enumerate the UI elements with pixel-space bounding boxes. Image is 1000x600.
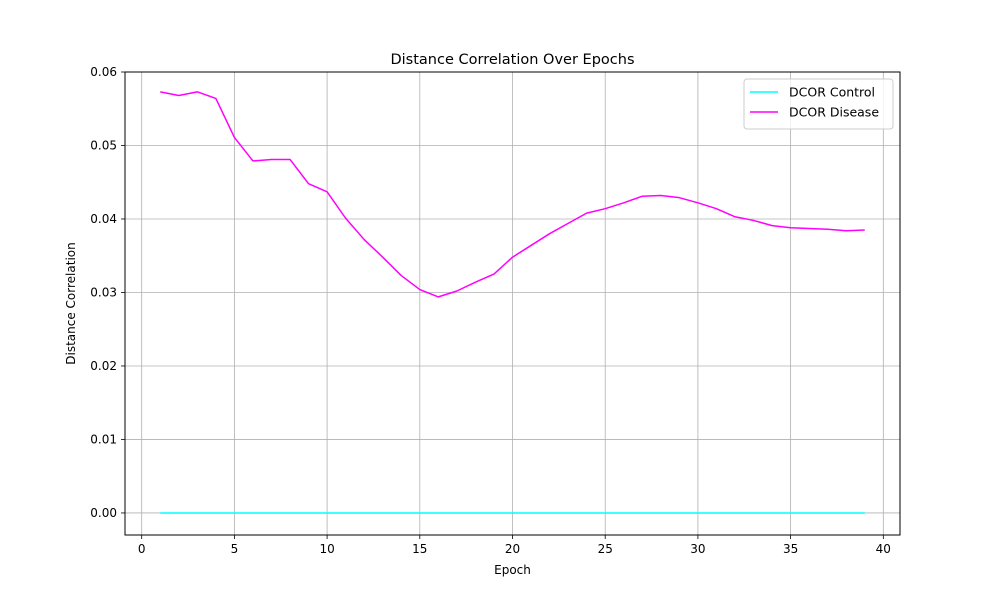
chart-title: Distance Correlation Over Epochs [390,52,634,68]
x-tick-label: 0 [138,542,146,556]
y-tick-label: 0.06 [90,65,117,79]
x-tick-label: 15 [412,542,427,556]
legend-label: DCOR Disease [789,105,879,120]
y-tick-label: 0.00 [90,506,117,520]
legend-box [743,78,894,130]
y-axis-ticks: 0.00 0.01 0.02 0.03 0.04 0.05 0.06 [90,65,125,520]
x-tick-label: 10 [319,542,334,556]
legend: DCOR Control DCOR Disease [743,78,894,130]
y-tick-label: 0.05 [90,138,117,152]
x-axis-label: Epoch [494,563,531,577]
x-axis-ticks: 0 5 10 15 20 25 30 35 40 [138,535,891,556]
x-tick-label: 35 [783,542,798,556]
series-lines [160,91,865,514]
y-axis-label: Distance Correlation [64,242,78,364]
x-tick-label: 30 [690,542,705,556]
x-tick-label: 20 [505,542,520,556]
legend-label: DCOR Control [789,85,875,100]
series-line-dcor-disease [160,91,865,298]
y-tick-label: 0.04 [90,212,117,226]
x-tick-label: 40 [876,542,891,556]
y-tick-label: 0.02 [90,359,117,373]
y-tick-label: 0.03 [90,285,117,299]
x-tick-label: 25 [598,542,613,556]
x-tick-label: 5 [231,542,239,556]
y-tick-label: 0.01 [90,432,117,446]
